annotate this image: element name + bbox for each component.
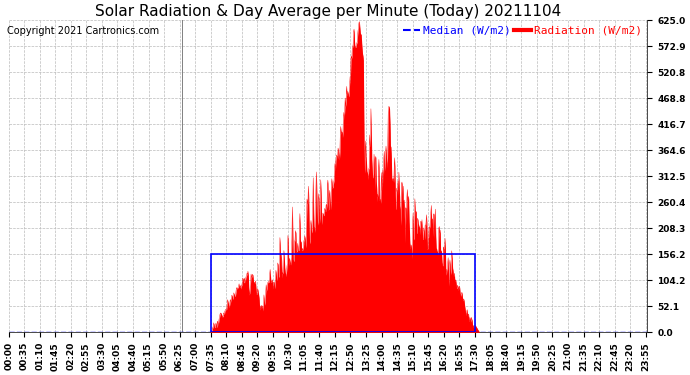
Text: Copyright 2021 Cartronics.com: Copyright 2021 Cartronics.com — [7, 26, 159, 36]
Bar — [210, 254, 475, 332]
Title: Solar Radiation & Day Average per Minute (Today) 20211104: Solar Radiation & Day Average per Minute… — [95, 4, 561, 19]
Legend: Median (W/m2), Radiation (W/m2): Median (W/m2), Radiation (W/m2) — [403, 26, 642, 36]
